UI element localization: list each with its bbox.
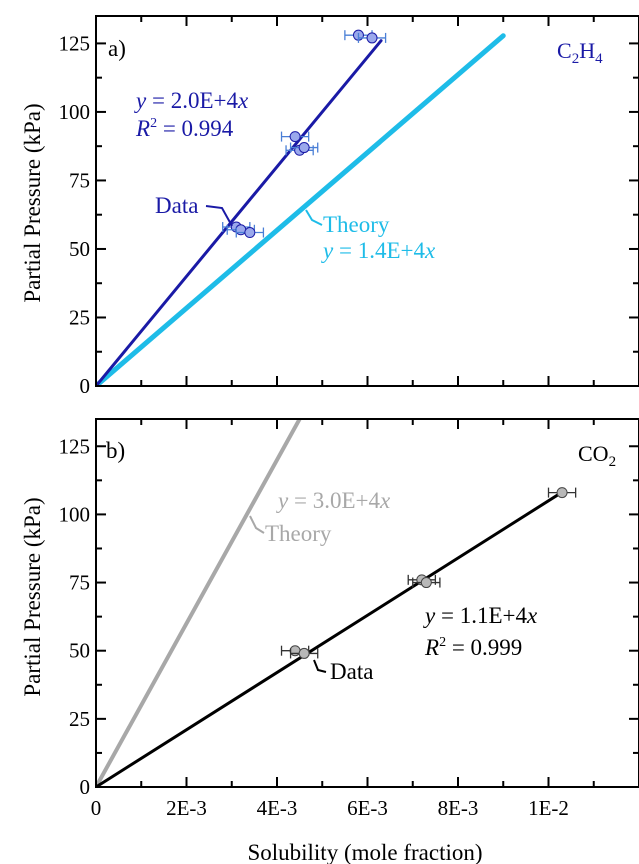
data-point xyxy=(289,647,319,659)
panel-b-frame xyxy=(95,418,639,788)
panel-b-ticks: 0 2E-3 4E-3 6E-3 8E-3 1E-2 0 25 50 75 100 125 xyxy=(59,419,639,820)
data-point xyxy=(412,577,441,589)
panel-a-theory-equation: y = 1.4E+4x xyxy=(321,238,436,263)
panel-a-label: a) xyxy=(108,36,126,61)
y-tick-label: 50 xyxy=(69,237,90,261)
data-point xyxy=(547,487,577,499)
panel-a-c2h4: 0 25 50 75 100 125 a) C2H4 y = 2.0E+4x R2 = 0… xyxy=(20,15,639,398)
x-tick-label: 4E-3 xyxy=(257,796,298,820)
y-tick-label: 75 xyxy=(69,168,90,192)
y-tick-label: 0 xyxy=(80,374,91,398)
panel-b-data-label: Data xyxy=(330,659,373,684)
panel-b-theory-leader xyxy=(249,515,265,534)
panel-a-fit-r2: R2 = 0.994 xyxy=(135,116,234,141)
y-tick-label: 25 xyxy=(69,305,90,329)
fit-line xyxy=(96,39,383,386)
y-tick-label: 50 xyxy=(69,639,90,663)
panel-a-data-leader xyxy=(205,205,233,227)
x-tick-label: 1E-2 xyxy=(528,796,569,820)
panel-b-label: b) xyxy=(106,438,125,463)
x-tick-label: 8E-3 xyxy=(438,796,479,820)
x-tick-label: 0 xyxy=(91,796,102,820)
panel-b-theory-equation: y = 3.0E+4x xyxy=(276,488,391,513)
y-tick-label: 0 xyxy=(80,775,91,799)
theory-line xyxy=(96,419,302,787)
y-tick-label: 25 xyxy=(69,707,90,731)
data-point xyxy=(289,142,319,154)
data-point xyxy=(235,227,265,239)
y-tick-label: 125 xyxy=(59,31,91,55)
panel-b-lines xyxy=(96,419,564,787)
fit-line xyxy=(96,490,564,787)
panel-b-points xyxy=(280,487,577,659)
y-tick-label: 100 xyxy=(59,502,91,526)
theory-line xyxy=(96,33,506,386)
panel-b-co2: 0 2E-3 4E-3 6E-3 8E-3 1E-2 0 25 50 75 100 125 b) CO… xyxy=(20,418,639,864)
panel-a-theory-leader xyxy=(305,209,323,226)
panel-a-y-title: Partial Pressure (kPa) xyxy=(20,103,45,302)
panel-a-theory-label: Theory xyxy=(323,212,390,237)
panel-a-frame xyxy=(95,15,639,387)
panel-a-species: C2H4 xyxy=(557,38,603,67)
panel-a-lines xyxy=(96,33,506,386)
panel-a-ticks: 0 25 50 75 100 125 xyxy=(59,16,639,398)
x-axis-title: Solubility (mole fraction) xyxy=(247,840,482,864)
panel-b-theory-label: Theory xyxy=(265,521,332,546)
panel-b-y-title: Partial Pressure (kPa) xyxy=(20,497,45,696)
y-tick-label: 125 xyxy=(59,434,91,458)
y-tick-label: 100 xyxy=(59,100,91,124)
panel-b-fit-r2: R2 = 0.999 xyxy=(424,635,522,660)
panel-a-data-label: Data xyxy=(155,193,198,218)
data-point xyxy=(280,131,310,143)
data-point xyxy=(357,32,387,44)
x-tick-label: 2E-3 xyxy=(166,796,207,820)
x-tick-label: 6E-3 xyxy=(347,796,388,820)
panel-b-data-leader xyxy=(313,659,327,673)
panel-b-fit-equation: y = 1.1E+4x xyxy=(423,603,538,628)
y-tick-label: 75 xyxy=(69,571,90,595)
panel-a-fit-equation: y = 2.0E+4x xyxy=(134,88,249,113)
panel-b-species: CO2 xyxy=(578,441,616,470)
panel-a-points xyxy=(222,29,387,239)
